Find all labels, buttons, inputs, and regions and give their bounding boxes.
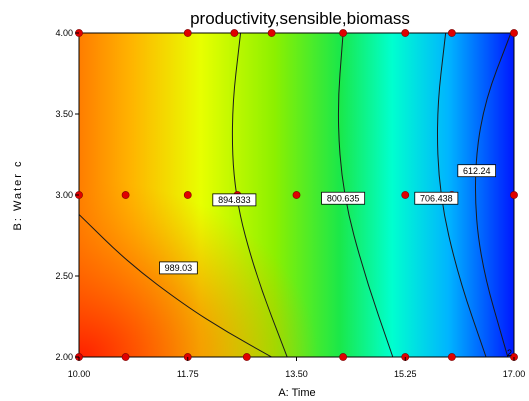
contour-label-text: 706.438	[420, 194, 453, 204]
x-tick-label: 17.00	[503, 369, 526, 379]
contour-label-text: 894.833	[218, 195, 251, 205]
contour-label: 894.833	[212, 193, 257, 207]
contour-line	[231, 33, 288, 357]
y-axis-label: B: Water c	[12, 160, 24, 231]
contour-label-box	[159, 261, 198, 275]
x-tick-label: 11.75	[177, 369, 199, 379]
x-tick-label: 10.00	[68, 369, 91, 379]
design-point	[183, 29, 192, 37]
y-tick-label: 2.50	[55, 271, 73, 281]
x-axis-label: A: Time	[278, 387, 315, 399]
contour-label: 706.438	[414, 191, 459, 205]
contour-line	[437, 33, 487, 357]
design-point	[339, 353, 348, 361]
contour-label: 612.24	[457, 164, 497, 178]
design-point	[510, 191, 518, 199]
design-point	[510, 29, 518, 37]
contour-label-box	[457, 164, 497, 178]
design-point	[121, 353, 130, 361]
design-point	[267, 29, 276, 37]
design-point	[339, 29, 348, 37]
y-tick-label: 3.00	[55, 190, 73, 200]
y-tick-label: 3.50	[55, 109, 73, 119]
design-point	[242, 353, 251, 361]
design-point	[183, 191, 192, 199]
contour-line	[474, 33, 512, 357]
contour-line	[79, 214, 272, 357]
design-point	[447, 353, 456, 361]
chart-title: productivity,sensible,biomass	[190, 9, 410, 28]
design-point	[401, 29, 410, 37]
contour-label-box	[321, 191, 366, 205]
contour-label-text: 989.03	[165, 263, 193, 273]
corner-annotation: 2	[507, 348, 512, 358]
plot-area: 989.03 894.833 800.635 706.438 612.24	[75, 29, 518, 361]
contour-label-text: 800.635	[327, 194, 360, 204]
design-point	[230, 29, 239, 37]
y-tick-label: 4.00	[55, 28, 73, 38]
y-tick-label: 2.00	[55, 352, 73, 362]
design-point	[292, 191, 301, 199]
design-point	[121, 191, 130, 199]
contour-label-box	[414, 191, 459, 205]
design-point	[447, 29, 456, 37]
contour-line	[337, 33, 394, 357]
contour-label: 800.635	[321, 191, 366, 205]
x-tick-label: 15.25	[394, 369, 417, 379]
design-point	[401, 191, 410, 199]
contour-label-box	[212, 193, 257, 207]
contour-label-text: 612.24	[463, 166, 491, 176]
contour-label: 989.03	[159, 261, 198, 275]
x-tick-label: 13.50	[285, 369, 308, 379]
